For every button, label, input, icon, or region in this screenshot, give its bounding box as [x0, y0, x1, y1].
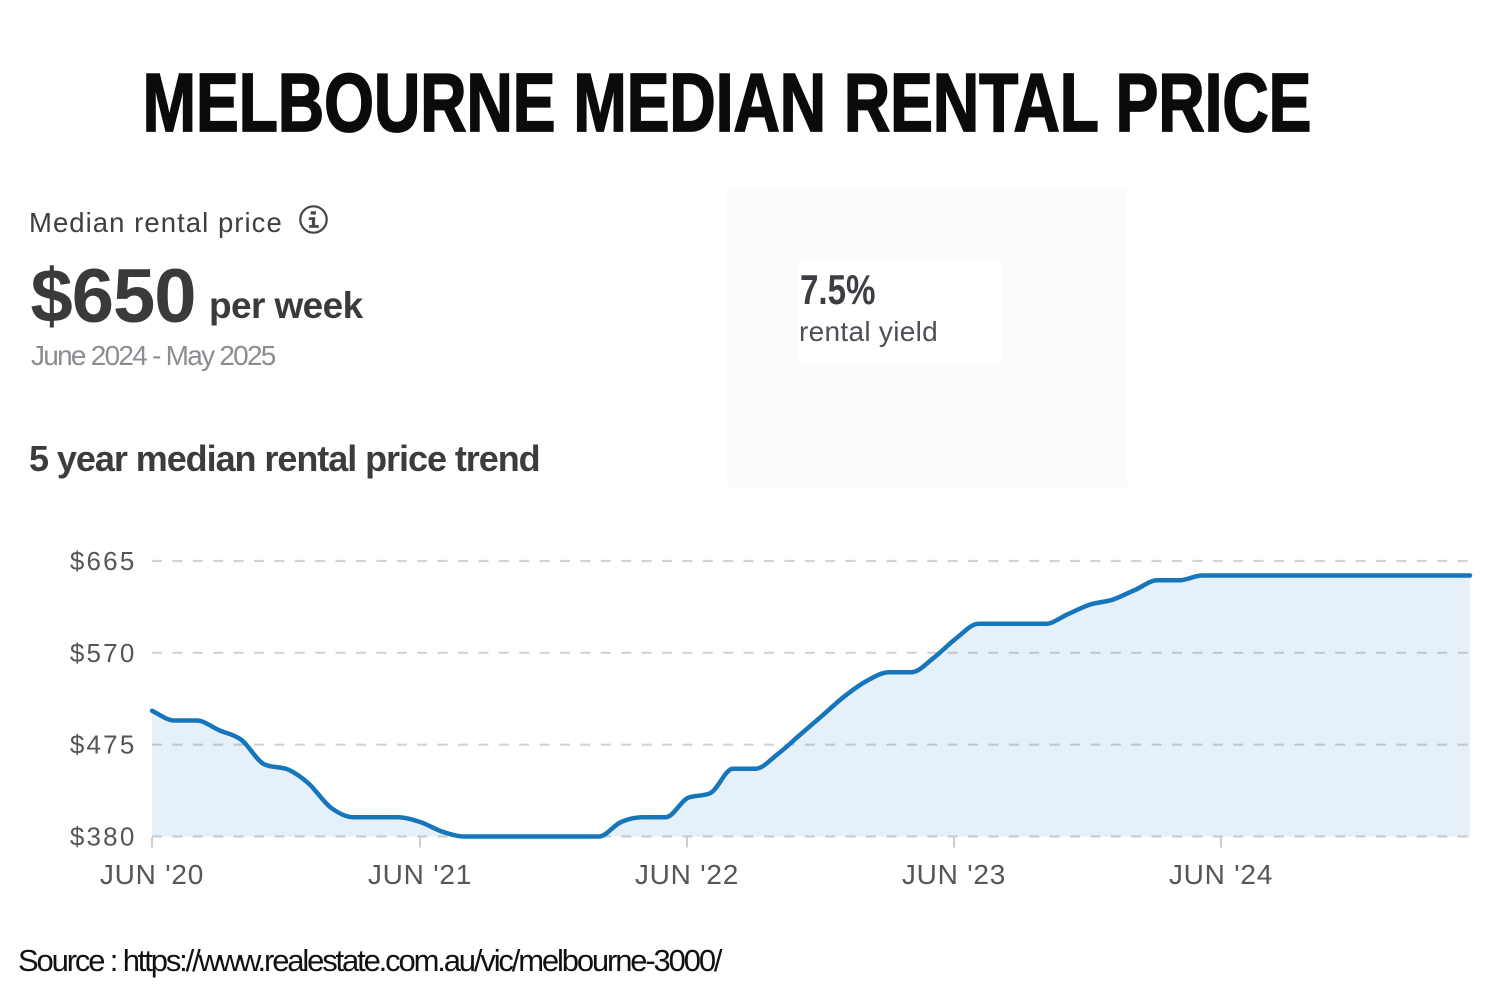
svg-text:JUN '21: JUN '21: [368, 859, 472, 890]
svg-text:JUN '22: JUN '22: [635, 859, 739, 890]
svg-text:$380: $380: [70, 822, 137, 852]
svg-text:JUN '24: JUN '24: [1169, 859, 1273, 890]
svg-text:$570: $570: [70, 638, 137, 668]
svg-text:JUN '20: JUN '20: [100, 859, 204, 890]
svg-text:$665: $665: [70, 546, 137, 576]
svg-text:JUN '23: JUN '23: [902, 859, 1006, 890]
svg-text:$475: $475: [70, 730, 137, 760]
